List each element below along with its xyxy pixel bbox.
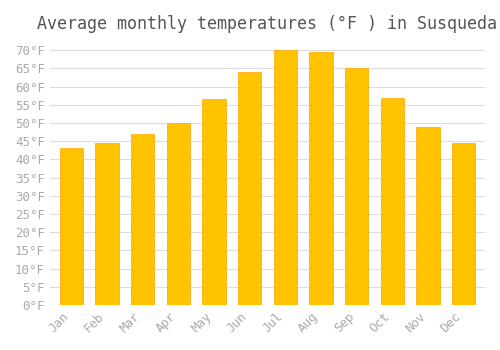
Title: Average monthly temperatures (°F ) in Susqueda: Average monthly temperatures (°F ) in Su… — [38, 15, 498, 33]
Bar — [131, 134, 154, 305]
Bar — [416, 127, 440, 305]
Bar — [60, 148, 83, 305]
Bar — [96, 143, 118, 305]
Bar — [452, 143, 475, 305]
Bar — [202, 99, 226, 305]
Bar — [345, 68, 368, 305]
Bar — [310, 52, 332, 305]
Bar — [274, 50, 297, 305]
Bar — [238, 72, 261, 305]
Bar — [380, 98, 404, 305]
Bar — [166, 123, 190, 305]
